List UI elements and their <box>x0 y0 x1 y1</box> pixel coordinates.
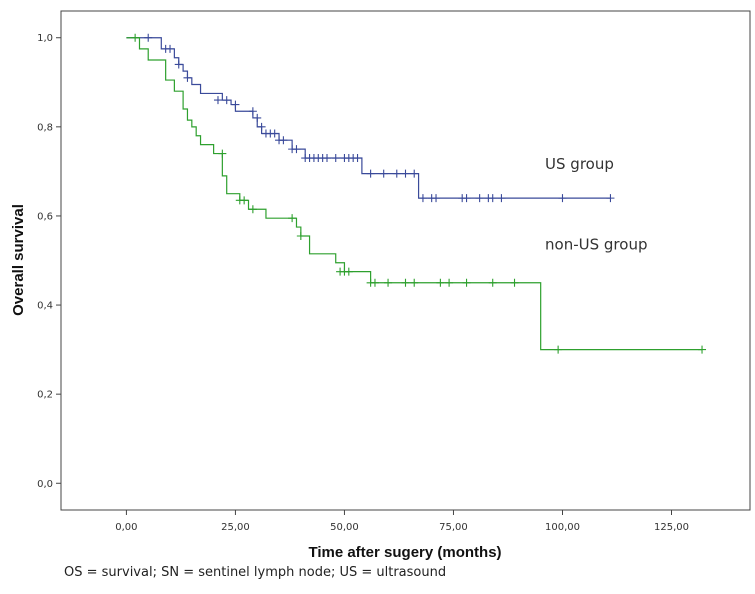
series-annotation: US group <box>545 155 614 173</box>
censor-mark <box>606 194 615 203</box>
censor-mark <box>213 96 222 105</box>
censor-mark <box>257 122 266 131</box>
censor-mark <box>475 194 484 203</box>
y-tick-label: 0,8 <box>37 122 53 133</box>
x-tick-label: 100,00 <box>545 522 580 533</box>
x-tick-label: 25,00 <box>221 522 250 533</box>
series-annotation: non-US group <box>545 235 647 253</box>
censor-mark <box>410 169 419 178</box>
censor-mark <box>270 129 279 138</box>
censor-mark <box>183 73 192 82</box>
censor-mark <box>488 194 497 203</box>
x-tick-label: 50,00 <box>330 522 359 533</box>
censor-mark <box>418 194 427 203</box>
y-axis-title: Overall survival <box>10 204 27 316</box>
censor-mark <box>366 169 375 178</box>
censor-mark <box>296 231 305 240</box>
censor-mark <box>401 278 410 287</box>
x-tick-label: 0,00 <box>115 522 137 533</box>
censor-mark <box>292 145 301 154</box>
y-tick-label: 1,0 <box>37 33 53 44</box>
censor-mark <box>288 214 297 223</box>
censor-mark <box>370 278 379 287</box>
censor-mark <box>462 194 471 203</box>
plot-area-frame <box>60 10 751 511</box>
censor-mark <box>248 205 257 214</box>
censor-mark <box>488 278 497 287</box>
censor-mark <box>231 100 240 109</box>
censor-mark <box>131 33 140 42</box>
censor-mark <box>248 107 257 116</box>
series-layer <box>126 33 707 354</box>
censor-mark <box>554 345 563 354</box>
censor-mark <box>436 278 445 287</box>
censor-mark <box>510 278 519 287</box>
censor-mark <box>174 60 183 69</box>
censor-mark <box>379 169 388 178</box>
x-tick-label: 75,00 <box>439 522 468 533</box>
y-tick-label: 0,2 <box>37 390 53 401</box>
censor-mark <box>432 194 441 203</box>
censor-mark <box>331 154 340 163</box>
censor-mark <box>323 154 332 163</box>
censor-mark <box>240 196 249 205</box>
censor-mark <box>558 194 567 203</box>
x-axis-title: Time after sugery (months) <box>308 544 501 561</box>
censor-mark <box>218 149 227 158</box>
y-axis: 0,0 0,2 0,4 0,6 0,8 1,0 <box>37 33 61 490</box>
censor-mark <box>462 278 471 287</box>
censor-mark <box>344 267 353 276</box>
censor-mark <box>392 169 401 178</box>
x-tick-label: 125,00 <box>654 522 689 533</box>
x-axis: 0,00 25,00 50,00 75,00 100,00 125,00 <box>115 510 689 533</box>
survival-curve-series-1 <box>126 37 703 351</box>
censor-mark <box>445 278 454 287</box>
censor-mark <box>353 154 362 163</box>
annotation-layer: US group non-US group <box>545 155 647 253</box>
y-tick-label: 0,4 <box>37 301 53 312</box>
censor-mark <box>253 113 262 122</box>
figure-caption: OS = survival; SN = sentinel lymph node;… <box>64 565 447 580</box>
censor-mark <box>384 278 393 287</box>
y-tick-label: 0,0 <box>37 479 53 490</box>
censor-mark <box>279 136 288 145</box>
censor-mark <box>698 345 707 354</box>
censor-mark <box>222 96 231 105</box>
censor-mark <box>410 278 419 287</box>
censor-mark <box>497 194 506 203</box>
y-tick-label: 0,6 <box>37 211 53 222</box>
censor-mark <box>401 169 410 178</box>
censor-mark <box>166 44 175 53</box>
censor-mark <box>144 33 153 42</box>
